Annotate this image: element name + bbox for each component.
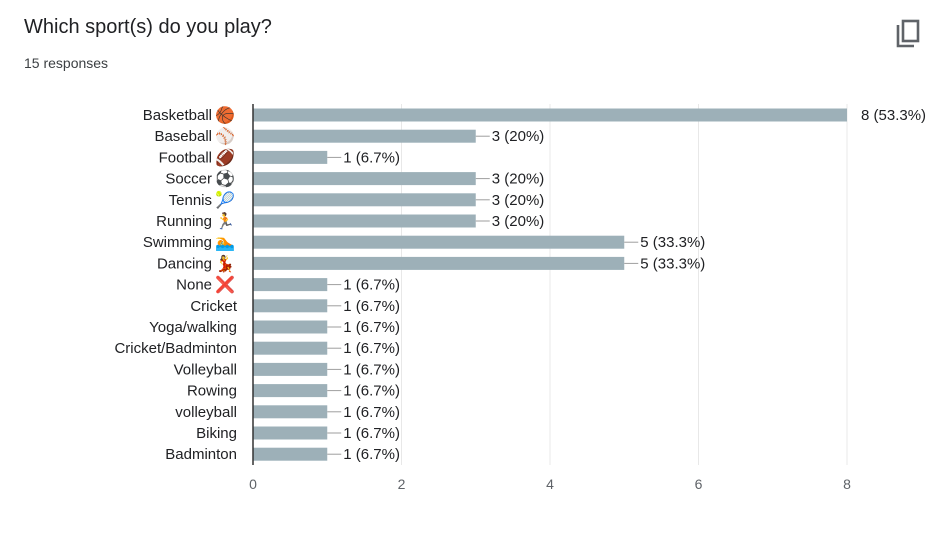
data-label: 1 (6.7%) (343, 277, 400, 294)
data-label: 3 (20%) (492, 213, 545, 230)
sport-icon: 🏃 (215, 212, 235, 231)
category-label: Yoga/walking (149, 319, 237, 336)
data-label: 3 (20%) (492, 171, 545, 188)
category-label: Football (159, 149, 212, 166)
category-label: volleyball (175, 404, 237, 421)
bar (253, 150, 328, 164)
x-tick-label: 2 (398, 476, 406, 492)
data-label: 5 (33.3%) (640, 255, 705, 272)
category-label: Cricket/Badminton (114, 340, 237, 357)
x-tick-label: 8 (843, 476, 851, 492)
sport-icon: ⚾ (214, 127, 235, 146)
bar (253, 129, 476, 143)
bar (253, 235, 625, 249)
bar (253, 320, 328, 334)
sport-icon: 🏈 (215, 148, 235, 167)
bar (253, 405, 328, 419)
bar (253, 108, 847, 122)
bar (253, 278, 328, 292)
sport-icon: 🎾 (215, 190, 235, 209)
bar (253, 426, 328, 440)
x-tick-label: 0 (249, 476, 257, 492)
category-label: Basketball (143, 107, 212, 124)
copy-icon (896, 19, 920, 48)
bar (253, 341, 328, 355)
bar (253, 214, 476, 228)
bar (253, 193, 476, 207)
category-label: Baseball (154, 128, 212, 145)
sport-icon: 💃 (215, 254, 235, 273)
bar (253, 384, 328, 398)
data-label: 1 (6.7%) (343, 319, 400, 336)
data-label: 5 (33.3%) (640, 234, 705, 251)
sport-icon: 🏊 (215, 235, 235, 252)
sport-icon: 🏀 (215, 105, 235, 126)
category-label: Badminton (165, 446, 237, 463)
copy-chart-button[interactable] (888, 14, 928, 54)
data-label: 1 (6.7%) (343, 425, 400, 442)
x-tick-label: 4 (546, 476, 554, 492)
category-label: Cricket (190, 298, 238, 315)
data-label: 1 (6.7%) (343, 361, 400, 378)
category-label: Rowing (187, 383, 237, 400)
bar (253, 256, 625, 270)
question-title: Which sport(s) do you play? (24, 16, 272, 38)
sport-icon: ⚽ (214, 169, 235, 188)
category-label: None (176, 277, 212, 294)
category-label: Volleyball (174, 361, 237, 378)
category-label: Tennis (169, 192, 212, 209)
bar (253, 299, 328, 313)
data-label: 1 (6.7%) (343, 446, 400, 463)
data-label: 1 (6.7%) (343, 404, 400, 421)
bar (253, 172, 476, 186)
data-label: 1 (6.7%) (343, 340, 400, 357)
sport-icon: ❌ (215, 275, 235, 294)
bar (253, 447, 328, 461)
bar (253, 362, 328, 376)
category-label: Biking (196, 425, 237, 442)
category-label: Swimming (143, 234, 212, 251)
category-label: Soccer (165, 171, 212, 188)
data-label: 3 (20%) (492, 192, 545, 209)
data-label: 1 (6.7%) (343, 383, 400, 400)
data-label: 8 (53.3%) (861, 107, 926, 124)
data-label: 3 (20%) (492, 128, 545, 145)
response-count: 15 responses (24, 55, 109, 71)
x-tick-label: 6 (695, 476, 703, 492)
data-label: 1 (6.7%) (343, 149, 400, 166)
category-label: Running (156, 213, 212, 230)
category-label: Dancing (157, 255, 212, 272)
data-label: 1 (6.7%) (343, 298, 400, 315)
